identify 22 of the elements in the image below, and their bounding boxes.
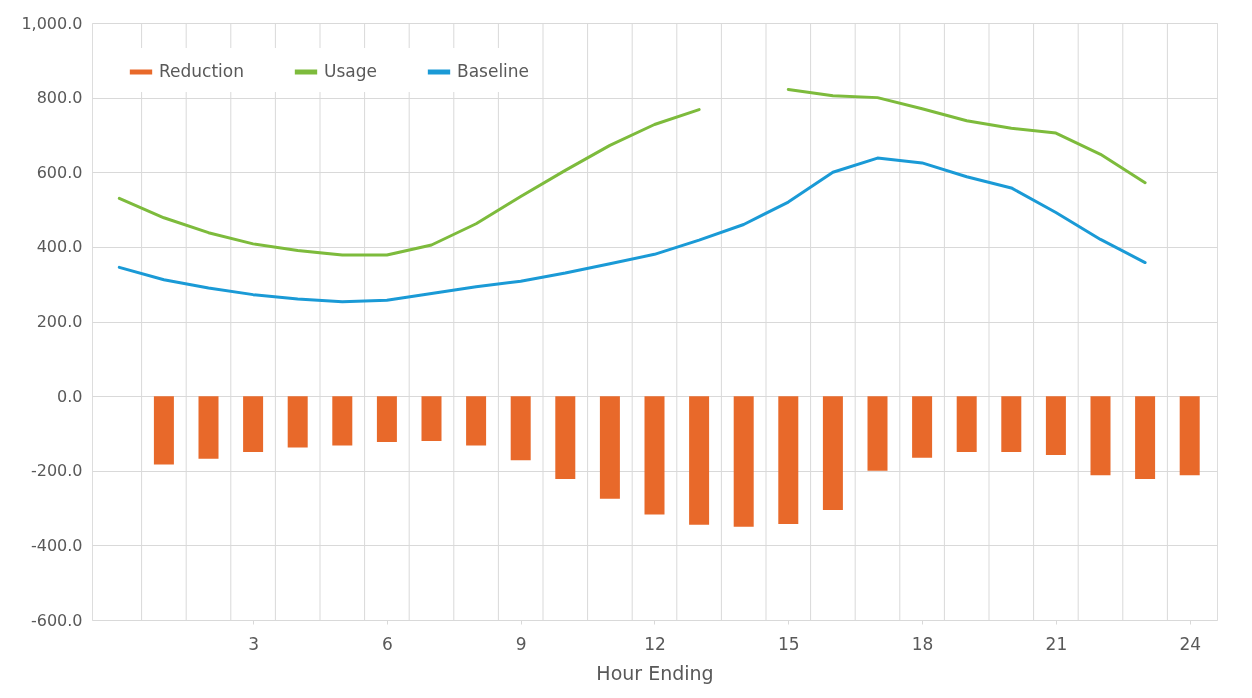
x-tick-label: 12 xyxy=(644,633,666,654)
x-tick-label: 15 xyxy=(777,633,800,654)
legend-label: Baseline xyxy=(457,61,530,81)
y-tick-label: 0.0 xyxy=(57,386,83,406)
y-tick-label: -200.0 xyxy=(30,461,83,481)
y-tick-label: 200.0 xyxy=(36,312,83,331)
x-tick-label: 9 xyxy=(515,633,527,654)
x-tick-label: 6 xyxy=(381,633,393,654)
x-tick-label: 24 xyxy=(1179,633,1202,654)
y-tick-label: -600.0 xyxy=(30,610,83,630)
y-tick-label: 1,000.0 xyxy=(21,13,83,33)
x-axis-title: Hour Ending xyxy=(596,661,714,684)
y-tick-label: 400.0 xyxy=(36,237,83,257)
legend-label: Usage xyxy=(324,61,377,81)
x-tick-label: 3 xyxy=(248,633,260,654)
x-tick-label: 21 xyxy=(1045,633,1068,654)
legend-label: Reduction xyxy=(159,61,244,81)
y-tick-label: 800.0 xyxy=(36,88,83,108)
x-tick-label: 18 xyxy=(911,633,934,654)
y-tick-label: -400.0 xyxy=(30,535,83,555)
y-tick-label: 600.0 xyxy=(36,162,83,182)
line-series xyxy=(117,156,1147,304)
